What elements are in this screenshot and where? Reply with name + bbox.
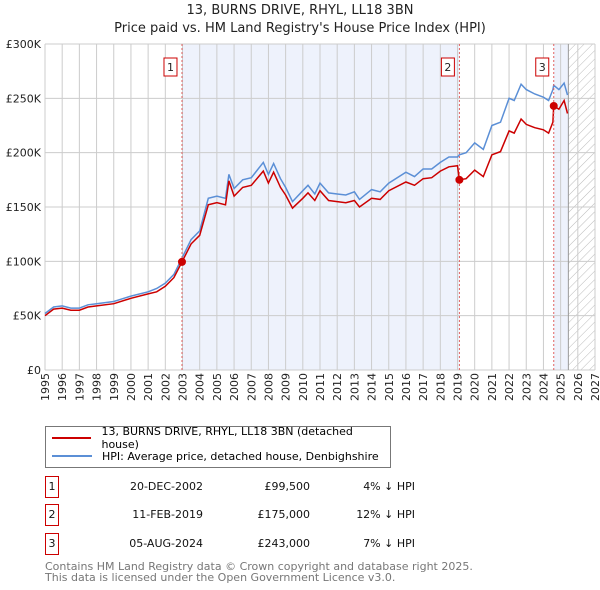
- sale-point: [549, 101, 558, 110]
- sale-marker: 1: [45, 476, 59, 498]
- x-tick-label: 2006: [228, 373, 241, 401]
- x-tick-label: 2008: [262, 373, 275, 401]
- x-tick-label: 2026: [572, 373, 585, 401]
- legend-label-hpi: HPI: Average price, detached house, Denb…: [102, 449, 379, 463]
- x-tick-label: 1999: [108, 373, 121, 401]
- sale-price: £99,500: [264, 480, 311, 493]
- sale-point: [455, 175, 464, 184]
- x-tick-label: 2005: [211, 373, 224, 401]
- x-tick-label: 2003: [177, 373, 190, 401]
- x-tick-label: 2000: [125, 373, 138, 401]
- legend-item-hpi: HPI: Average price, detached house, Denb…: [52, 448, 379, 464]
- sale-label-box: [163, 57, 178, 77]
- sale-label: 3: [539, 61, 546, 74]
- x-tick-label: 2024: [537, 373, 550, 401]
- sale-label-box: [440, 57, 455, 77]
- x-tick-label: 2018: [434, 373, 447, 401]
- x-tick-label: 1998: [91, 373, 104, 401]
- legend-item-price: 13, BURNS DRIVE, RHYL, LL18 3BN (detache…: [52, 425, 390, 451]
- x-tick-label: 2016: [400, 373, 413, 401]
- chart-title: 13, BURNS DRIVE, RHYL, LL18 3BN: [186, 3, 414, 18]
- sale-label: 2: [444, 61, 451, 74]
- y-tick-label: £300K: [6, 38, 42, 51]
- x-tick-label: 2011: [314, 373, 327, 401]
- x-tick-label: 2020: [469, 373, 482, 401]
- sale-point: [177, 257, 186, 266]
- x-tick-label: 2004: [194, 373, 207, 401]
- footer-copyright: Contains HM Land Registry data © Crown c…: [45, 560, 473, 573]
- x-tick-label: 2022: [503, 373, 516, 401]
- price-chart: 1995 1996 1997 1998 1999 2000 2001 2002 2003 2004…: [6, 38, 600, 401]
- y-tick-label: £50K: [13, 310, 42, 323]
- legend: 13, BURNS DRIVE, RHYL, LL18 3BN (detache…: [45, 425, 391, 468]
- hpi-line: [44, 81, 569, 315]
- price-line: [44, 98, 569, 317]
- x-tick-label: 2019: [452, 373, 465, 401]
- sale-label: 1: [167, 61, 174, 74]
- x-tick-label: 2021: [486, 373, 499, 401]
- sale-price: £243,000: [257, 537, 311, 550]
- legend-label-price: 13, BURNS DRIVE, RHYL, LL18 3BN (detache…: [101, 425, 353, 451]
- sale-hpi-diff: 7% ↓ HPI: [363, 537, 415, 550]
- sale-marker: 3: [45, 533, 59, 555]
- y-tick-label: £150K: [6, 201, 42, 214]
- x-tick-label: 2007: [245, 373, 258, 401]
- y-tick-label: £100K: [6, 255, 42, 268]
- x-tick-label: 2023: [520, 373, 533, 401]
- x-tick-label: 2010: [297, 373, 310, 401]
- chart-subtitle: Price paid vs. HM Land Registry's House …: [114, 21, 486, 36]
- footer-licence: This data is licensed under the Open Gov…: [45, 571, 396, 584]
- y-tick-label: £250K: [6, 92, 42, 105]
- sale-label-box: [535, 57, 550, 77]
- x-tick-label: 2025: [555, 373, 568, 401]
- y-tick-label: £200K: [6, 147, 42, 160]
- x-tick-label: 2014: [366, 373, 379, 401]
- x-tick-label: 1996: [56, 373, 69, 401]
- sale-hpi-diff: 4% ↓ HPI: [363, 480, 415, 493]
- x-tick-label: 2013: [348, 373, 361, 401]
- x-tick-label: 1997: [73, 373, 86, 401]
- sale-date: 11-FEB-2019: [132, 508, 203, 521]
- x-tick-label: 2002: [159, 373, 172, 401]
- sale-date: 05-AUG-2024: [129, 537, 203, 550]
- y-tick-label: £0: [27, 364, 41, 377]
- x-tick-label: 2017: [417, 373, 430, 401]
- x-tick-label: 2015: [383, 373, 396, 401]
- x-tick-label: 2009: [280, 373, 293, 401]
- x-tick-label: 1995: [39, 373, 52, 401]
- sale-marker: 2: [45, 504, 59, 526]
- x-tick-label: 2027: [589, 373, 600, 401]
- x-tick-label: 2012: [331, 373, 344, 401]
- sale-date: 20-DEC-2002: [129, 480, 203, 493]
- footer: Contains HM Land Registry data © Crown c…: [45, 561, 473, 583]
- x-tick-label: 2001: [142, 373, 155, 401]
- sale-price: £175,000: [257, 508, 311, 521]
- sale-hpi-diff: 12% ↓ HPI: [356, 508, 415, 521]
